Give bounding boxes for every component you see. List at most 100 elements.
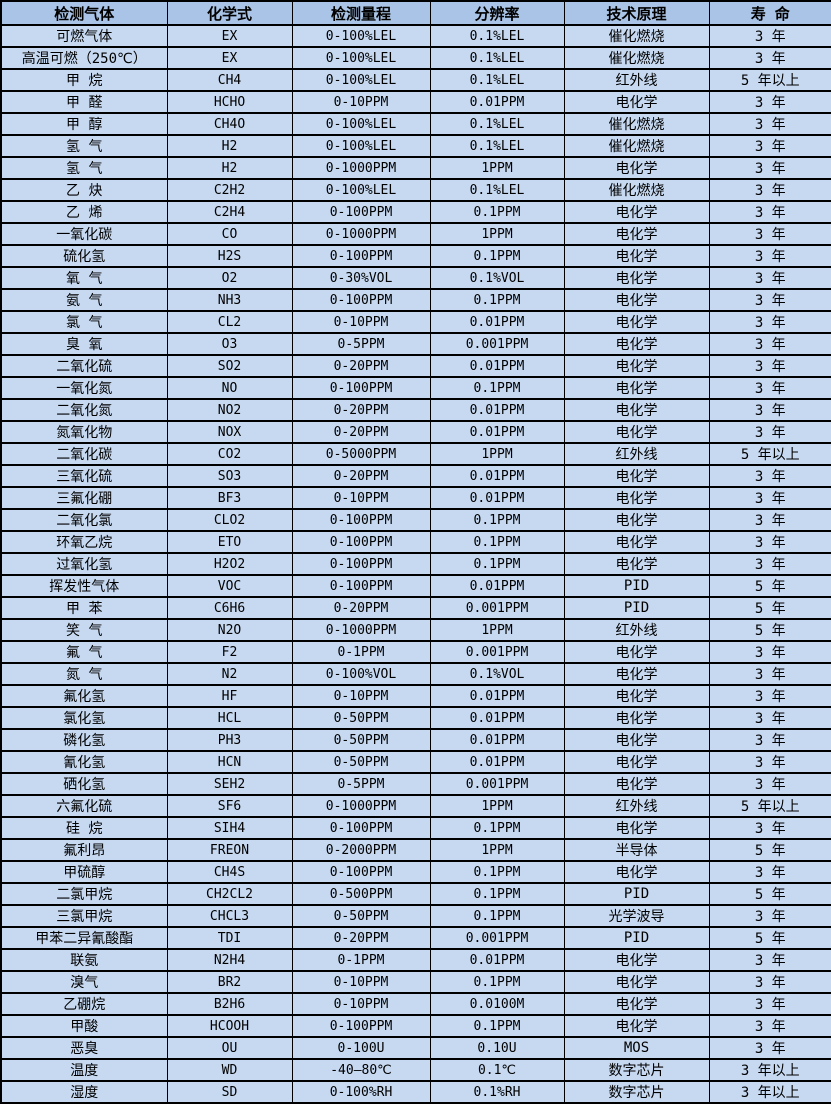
cell-formula: F2 [166,640,293,664]
cell-gas: 三氟化硼 [0,486,168,510]
table-row: 挥发性气体 VOC 0-100PPM 0.01PPM PID 5 年 [0,574,831,598]
cell-formula: B2H6 [166,992,293,1016]
cell-resolution: 0.10U [429,1036,565,1060]
cell-range: 0-50PPM [291,706,431,730]
cell-formula: CH2CL2 [166,882,293,906]
table-row: 磷化氢 PH3 0-50PPM 0.01PPM 电化学 3 年 [0,728,831,752]
cell-formula: SD [166,1080,293,1104]
table-row: 乙 炔 C2H2 0-100%LEL 0.1%LEL 催化燃烧 3 年 [0,178,831,202]
cell-gas: 三氧化硫 [0,464,168,488]
column-header-resolution: 分辨率 [429,0,565,26]
cell-resolution: 0.1PPM [429,552,565,576]
table-row: 甲 醛 HCHO 0-10PPM 0.01PPM 电化学 3 年 [0,90,831,114]
cell-resolution: 0.1PPM [429,882,565,906]
cell-formula: SEH2 [166,772,293,796]
cell-principle: 红外线 [563,68,710,92]
cell-formula: CH4S [166,860,293,884]
table-row: 二氧化硫 SO2 0-20PPM 0.01PPM 电化学 3 年 [0,354,831,378]
cell-gas: 二氧化硫 [0,354,168,378]
cell-formula: CO [166,222,293,246]
cell-lifespan: 3 年 [708,772,831,796]
cell-range: 0-1PPM [291,948,431,972]
cell-range: 0-20PPM [291,464,431,488]
cell-principle: 光学波导 [563,904,710,928]
cell-formula: TDI [166,926,293,950]
cell-resolution: 0.01PPM [429,706,565,730]
header-row: 检测气体 化学式 检测量程 分辨率 技术原理 寿 命 [0,0,831,26]
cell-gas: 氟利昂 [0,838,168,862]
cell-principle: PID [563,926,710,950]
cell-principle: 电化学 [563,354,710,378]
cell-resolution: 0.0100M [429,992,565,1016]
cell-lifespan: 3 年 [708,816,831,840]
cell-resolution: 0.001PPM [429,926,565,950]
table-row: 氧 气 O2 0-30%VOL 0.1%VOL 电化学 3 年 [0,266,831,290]
table-row: 氟利昂 FREON 0-2000PPM 1PPM 半导体 5 年 [0,838,831,862]
table-row: 氢 气 H2 0-1000PPM 1PPM 电化学 3 年 [0,156,831,180]
cell-gas: 一氧化氮 [0,376,168,400]
cell-gas: 氟化氢 [0,684,168,708]
cell-lifespan: 5 年以上 [708,68,831,92]
table-row: 氨 气 NH3 0-100PPM 0.1PPM 电化学 3 年 [0,288,831,312]
cell-resolution: 0.1%VOL [429,662,565,686]
cell-lifespan: 3 年 [708,24,831,48]
cell-gas: 二氧化氯 [0,508,168,532]
cell-range: 0-5PPM [291,772,431,796]
cell-principle: 催化燃烧 [563,112,710,136]
cell-principle: 电化学 [563,816,710,840]
cell-principle: 半导体 [563,838,710,862]
cell-principle: 催化燃烧 [563,24,710,48]
cell-principle: 电化学 [563,530,710,554]
cell-range: 0-100PPM [291,508,431,532]
cell-formula: NO [166,376,293,400]
cell-range: -40—80℃ [291,1058,431,1082]
cell-formula: HF [166,684,293,708]
cell-lifespan: 3 年 [708,354,831,378]
cell-formula: HCOOH [166,1014,293,1038]
cell-range: 0-10PPM [291,486,431,510]
cell-principle: 催化燃烧 [563,46,710,70]
cell-range: 0-1000PPM [291,618,431,642]
cell-formula: NH3 [166,288,293,312]
cell-lifespan: 3 年 [708,1036,831,1060]
cell-resolution: 0.01PPM [429,90,565,114]
cell-formula: ETO [166,530,293,554]
table-row: 乙 烯 C2H4 0-100PPM 0.1PPM 电化学 3 年 [0,200,831,224]
cell-principle: 数字芯片 [563,1080,710,1104]
cell-resolution: 1PPM [429,222,565,246]
cell-gas: 高温可燃（250℃） [0,46,168,70]
cell-resolution: 0.1PPM [429,530,565,554]
table-row: 联氨 N2H4 0-1PPM 0.01PPM 电化学 3 年 [0,948,831,972]
cell-lifespan: 3 年 [708,508,831,532]
table-row: 甲硫醇 CH4S 0-100PPM 0.1PPM 电化学 3 年 [0,860,831,884]
cell-gas: 甲酸 [0,1014,168,1038]
cell-resolution: 0.1PPM [429,376,565,400]
cell-principle: 电化学 [563,860,710,884]
cell-lifespan: 3 年 [708,948,831,972]
cell-resolution: 0.01PPM [429,948,565,972]
cell-formula: C2H2 [166,178,293,202]
cell-lifespan: 3 年 [708,178,831,202]
cell-principle: 电化学 [563,200,710,224]
table-row: 二氯甲烷 CH2CL2 0-500PPM 0.1PPM PID 5 年 [0,882,831,906]
cell-formula: EX [166,46,293,70]
cell-resolution: 0.1%LEL [429,178,565,202]
table-row: 氢 气 H2 0-100%LEL 0.1%LEL 催化燃烧 3 年 [0,134,831,158]
cell-range: 0-1000PPM [291,794,431,818]
cell-resolution: 0.001PPM [429,332,565,356]
cell-gas: 氰化氢 [0,750,168,774]
cell-lifespan: 3 年 [708,530,831,554]
cell-principle: 电化学 [563,332,710,356]
cell-lifespan: 3 年 [708,684,831,708]
cell-gas: 笑 气 [0,618,168,642]
cell-formula: BR2 [166,970,293,994]
cell-gas: 二氧化碳 [0,442,168,466]
table-row: 可燃气体 EX 0-100%LEL 0.1%LEL 催化燃烧 3 年 [0,24,831,48]
cell-lifespan: 3 年 [708,706,831,730]
cell-gas: 乙 炔 [0,178,168,202]
cell-gas: 氯化氢 [0,706,168,730]
cell-resolution: 0.1PPM [429,508,565,532]
cell-resolution: 0.1%LEL [429,68,565,92]
cell-gas: 氢 气 [0,134,168,158]
cell-lifespan: 3 年 [708,486,831,510]
